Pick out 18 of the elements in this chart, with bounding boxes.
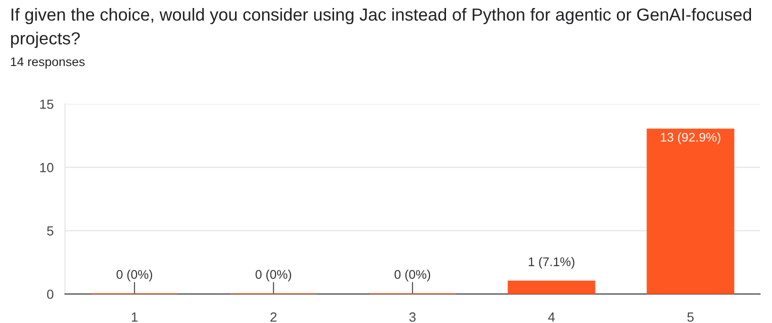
data-label: 0 (0%) xyxy=(394,270,430,282)
data-label: 13 (92.9%) xyxy=(660,132,720,144)
x-tick-label: 5 xyxy=(687,312,694,322)
bar xyxy=(646,128,734,294)
chart-subtitle: 14 responses xyxy=(10,57,85,69)
data-label: 0 (0%) xyxy=(256,270,292,282)
bar xyxy=(508,280,596,294)
x-tick-label: 1 xyxy=(132,312,138,322)
data-label: 0 (0%) xyxy=(116,270,152,282)
y-tick-label: 0 xyxy=(47,290,54,299)
x-tick-label: 4 xyxy=(548,312,555,322)
data-label: 1 (7.1%) xyxy=(528,257,574,269)
y-tick-label: 10 xyxy=(40,162,54,172)
y-tick-label: 5 xyxy=(47,226,54,236)
y-tick-label: 15 xyxy=(40,100,54,109)
x-tick-label: 3 xyxy=(409,312,416,322)
chart-title: If given the choice, would you consider using Jac instead of Python for agentic or GenAI-focused projects? xyxy=(11,8,752,48)
x-tick-label: 2 xyxy=(270,312,277,322)
